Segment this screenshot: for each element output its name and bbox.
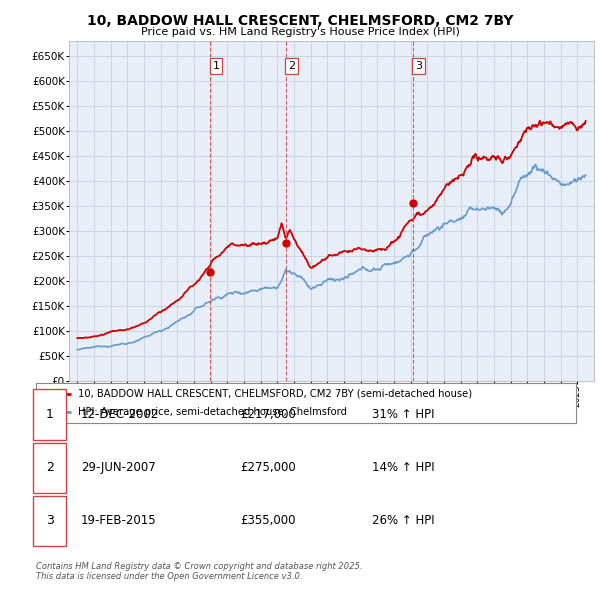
Text: HPI: Average price, semi-detached house, Chelmsford: HPI: Average price, semi-detached house,… (78, 407, 347, 417)
Text: £355,000: £355,000 (240, 514, 296, 527)
Text: This data is licensed under the Open Government Licence v3.0.: This data is licensed under the Open Gov… (36, 572, 302, 581)
Text: £217,000: £217,000 (240, 408, 296, 421)
Text: 29-JUN-2007: 29-JUN-2007 (81, 461, 156, 474)
Text: £275,000: £275,000 (240, 461, 296, 474)
Text: 10, BADDOW HALL CRESCENT, CHELMSFORD, CM2 7BY: 10, BADDOW HALL CRESCENT, CHELMSFORD, CM… (87, 14, 513, 28)
Text: 14% ↑ HPI: 14% ↑ HPI (372, 461, 434, 474)
Text: 19-FEB-2015: 19-FEB-2015 (81, 514, 157, 527)
Text: 12-DEC-2002: 12-DEC-2002 (81, 408, 159, 421)
Text: 3: 3 (415, 61, 422, 71)
Text: 1: 1 (46, 408, 54, 421)
Text: 2: 2 (46, 461, 54, 474)
Text: Contains HM Land Registry data © Crown copyright and database right 2025.: Contains HM Land Registry data © Crown c… (36, 562, 362, 571)
Text: 10, BADDOW HALL CRESCENT, CHELMSFORD, CM2 7BY (semi-detached house): 10, BADDOW HALL CRESCENT, CHELMSFORD, CM… (78, 389, 472, 399)
Text: 26% ↑ HPI: 26% ↑ HPI (372, 514, 434, 527)
Text: 31% ↑ HPI: 31% ↑ HPI (372, 408, 434, 421)
Text: 3: 3 (46, 514, 54, 527)
Text: 1: 1 (212, 61, 220, 71)
Text: Price paid vs. HM Land Registry's House Price Index (HPI): Price paid vs. HM Land Registry's House … (140, 27, 460, 37)
Text: 2: 2 (288, 61, 295, 71)
